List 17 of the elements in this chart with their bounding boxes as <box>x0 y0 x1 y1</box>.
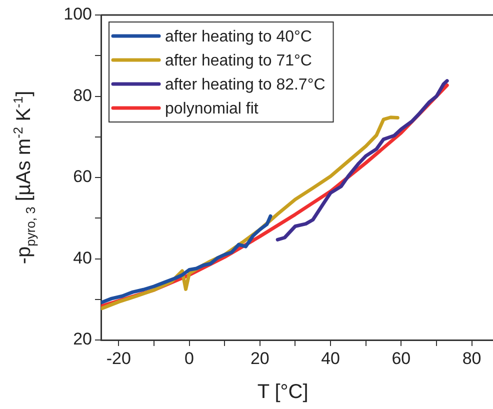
y-tick-label: 60 <box>73 167 92 186</box>
x-tick-label: 20 <box>250 348 270 368</box>
legend-label: polynomial fit <box>165 100 259 118</box>
legend-label: after heating to 71°C <box>165 52 312 70</box>
y-tick-label: 80 <box>73 86 92 105</box>
y-axis-title: -ppyro, 3 [µAs m-2 K-1] <box>10 90 38 264</box>
x-tick-label: 40 <box>321 348 340 368</box>
y-tick-label: 100 <box>64 4 92 24</box>
legend-label: after heating to 40°C <box>165 28 312 46</box>
x-tick-label: -20 <box>106 348 131 368</box>
y-tick-label: 40 <box>73 248 92 268</box>
y-tick-label: 20 <box>73 330 92 349</box>
x-axis-title: T [°C] <box>257 381 308 403</box>
x-tick-label: 60 <box>392 348 411 368</box>
x-tick-label: 80 <box>462 348 482 368</box>
x-tick-label: 0 <box>184 348 194 368</box>
legend-label: after heating to 82.7°C <box>165 76 326 94</box>
